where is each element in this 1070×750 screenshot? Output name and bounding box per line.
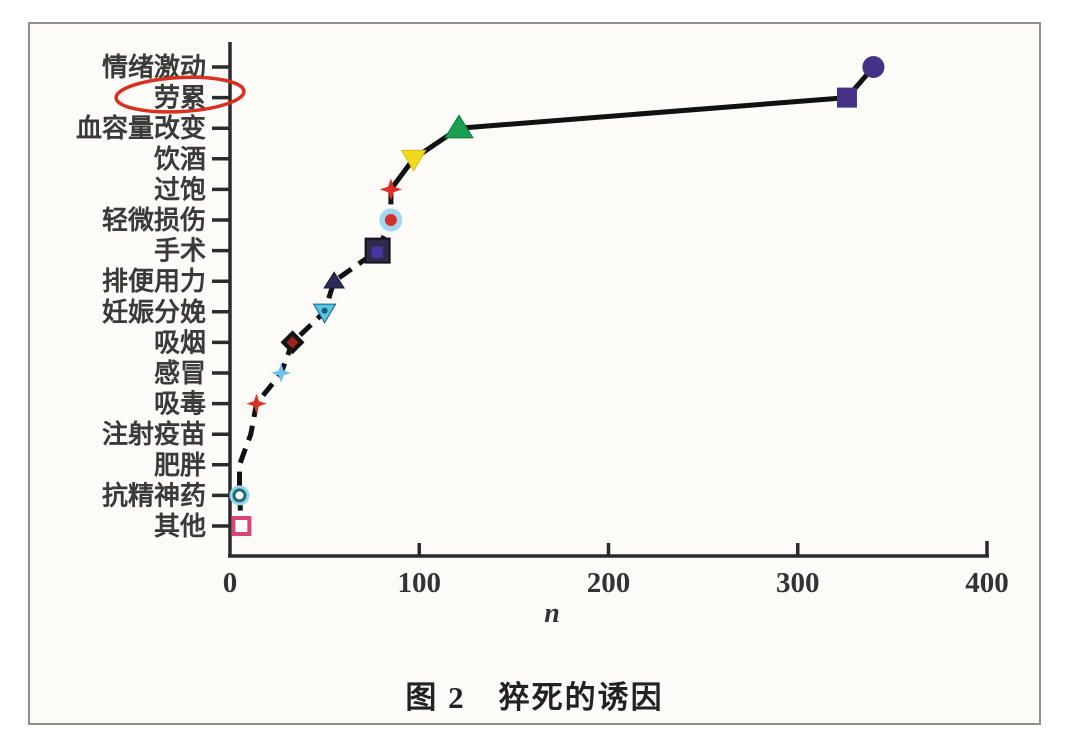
y-category-label: 肥胖 (154, 451, 206, 480)
red-circle-annotation (114, 75, 246, 114)
marker-排便用力 (323, 271, 346, 289)
marker-手术-inner (371, 246, 383, 258)
marker-吸毒 (246, 393, 267, 414)
figure-caption: 图 2 猝死的诱因 (405, 680, 664, 715)
marker-吸烟-center (286, 336, 299, 349)
y-category-label: 劳累 (154, 84, 206, 113)
y-category-label: 饮酒 (153, 145, 206, 174)
x-tick-label: 400 (965, 567, 1009, 599)
x-tick-label: 100 (398, 567, 442, 599)
y-category-label: 其他 (154, 512, 206, 541)
y-category-label: 抗精神药 (102, 480, 206, 510)
y-category-label: 吸烟 (154, 328, 206, 357)
marker-妊娠分娩-dot (321, 307, 328, 314)
y-category-label: 感冒 (154, 359, 206, 388)
marker-抗精神药-ring (232, 488, 247, 503)
marker-过饱 (379, 178, 402, 201)
marker-其他 (231, 516, 252, 536)
y-category-label: 妊娠分娩 (102, 298, 206, 327)
y-category-label: 排便用力 (102, 267, 206, 296)
marker-饮酒 (400, 149, 427, 172)
marker-情绪激动 (862, 56, 885, 78)
y-category-label: 血容量改变 (76, 113, 206, 143)
x-tick-label: 200 (587, 567, 631, 599)
y-category-label: 手术 (154, 237, 206, 266)
x-axis-title: n (544, 598, 560, 629)
marker-轻微损伤-center (384, 214, 397, 226)
y-category-label: 过饱 (154, 175, 206, 204)
marker-血容量改变 (444, 114, 474, 139)
marker-感冒 (271, 363, 292, 383)
x-tick-label: 0 (223, 567, 238, 599)
y-category-label: 轻微损伤 (102, 205, 206, 235)
y-category-label: 吸毒 (154, 390, 206, 419)
y-category-label: 注射疫苗 (102, 419, 206, 449)
figure-border (28, 22, 1041, 725)
x-tick-label: 300 (776, 567, 820, 599)
marker-劳累 (836, 87, 857, 108)
